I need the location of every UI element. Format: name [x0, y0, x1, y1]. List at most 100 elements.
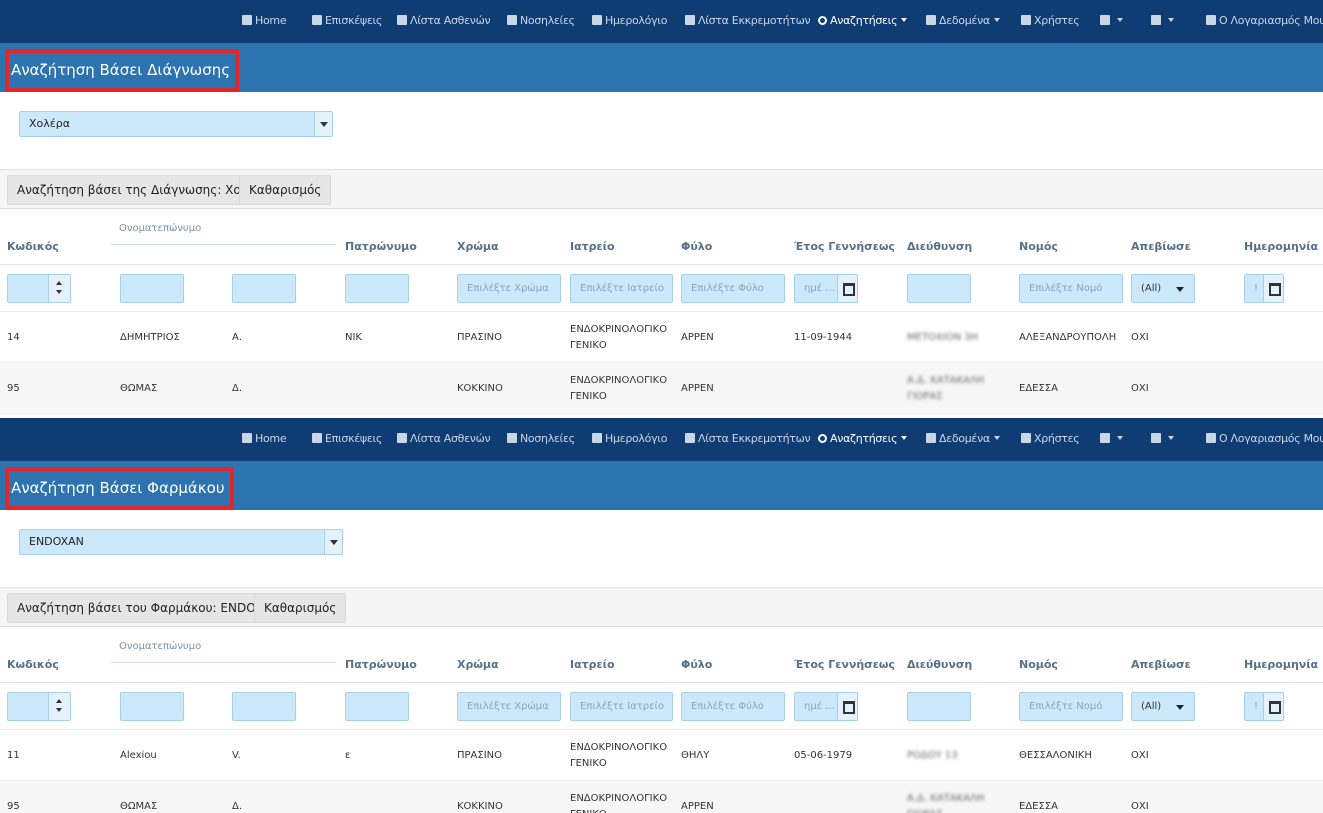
date-filter-input[interactable]: !	[1244, 692, 1284, 721]
nav-item-Ημερολόγιο[interactable]: Ημερολόγιο	[592, 0, 667, 43]
last-name-filter-input[interactable]	[232, 692, 296, 721]
nav-item-add-user-icon[interactable]	[1151, 418, 1174, 461]
search-button[interactable]: Αναζήτηση βάσει της Διάγνωσης: Χολέρα	[7, 175, 280, 205]
column-header[interactable]: Νομός	[1019, 240, 1058, 253]
column-header[interactable]: Απεβίωσε	[1131, 240, 1191, 253]
user-icon	[1021, 433, 1031, 443]
calendar-icon[interactable]	[1263, 275, 1283, 302]
code-filter-input[interactable]	[7, 274, 71, 303]
birth-year-filter-input[interactable]: ημέ ...	[794, 274, 858, 303]
column-header[interactable]: Πατρώνυμο	[345, 658, 417, 671]
column-header[interactable]: Χρώμα	[457, 240, 499, 253]
nav-label: Λίστα Ασθενών	[410, 432, 491, 445]
first-name-filter-input[interactable]	[120, 274, 184, 303]
date-filter-input[interactable]: !	[1244, 274, 1284, 303]
column-header[interactable]: Απεβίωσε	[1131, 658, 1191, 671]
last-name-filter-input[interactable]	[232, 274, 296, 303]
nav-item-Δεδομένα[interactable]: Δεδομένα	[926, 0, 1000, 43]
table-row[interactable]: 95 ΘΩΜΑΣ Δ. ΚΟΚΚΙΝΟ ΕΝΔΟΚΡΙΝΟΛΟΓΙΚΟ ΓΕΝΙΚΟ ΑΡ…	[0, 781, 1323, 813]
grid-header: Ονοματεπώνυμο Κωδικός Πατρώνυμο Χρώμα Ιατρεί…	[0, 209, 1323, 265]
column-header[interactable]: Πατρώνυμο	[345, 240, 417, 253]
column-header[interactable]: Έτος Γεννήσεως	[794, 658, 895, 671]
nav-item-Λίστα Ασθενών[interactable]: Λίστα Ασθενών	[397, 418, 491, 461]
sex-filter-select[interactable]: Επιλέξτε Φύλο	[681, 692, 785, 721]
clear-button[interactable]: Καθαρισμός	[239, 175, 332, 205]
calendar-icon[interactable]	[837, 693, 857, 720]
nav-item-Νοσηλείες[interactable]: Νοσηλείες	[507, 418, 575, 461]
column-header[interactable]: Νομός	[1019, 658, 1058, 671]
nav-item-Δεδομένα[interactable]: Δεδομένα	[926, 418, 1000, 461]
cell-birth-year	[794, 363, 900, 414]
deceased-filter-select[interactable]: (All)	[1131, 692, 1195, 721]
diagnosis-select[interactable]: Χολέρα	[19, 111, 333, 137]
clear-button[interactable]: Καθαρισμός	[254, 593, 347, 623]
color-filter-select[interactable]: Επιλέξτε Χρώμα	[457, 274, 561, 303]
nav-item-Λίστα Εκκρεμοτήτων[interactable]: Λίστα Εκκρεμοτήτων	[685, 418, 811, 461]
cell-color: ΠΡΑΣΙΝΟ	[457, 331, 503, 343]
nav-item-Λίστα Εκκρεμοτήτων[interactable]: Λίστα Εκκρεμοτήτων	[685, 0, 811, 43]
spinner-arrows-icon[interactable]	[48, 693, 70, 720]
clinic-filter-select[interactable]: Επιλέξτε Ιατρείο	[570, 692, 673, 721]
nav-item-list-icon[interactable]	[1100, 0, 1123, 43]
nav-item-Επισκέψεις[interactable]: Επισκέψεις	[312, 418, 382, 461]
column-header[interactable]: Φύλο	[681, 240, 713, 253]
color-filter-select[interactable]: Επιλέξτε Χρώμα	[457, 692, 561, 721]
deceased-filter-select[interactable]: (All)	[1131, 274, 1195, 303]
column-header[interactable]: Έτος Γεννήσεως	[794, 240, 895, 253]
nav-label: Νοσηλείες	[520, 14, 575, 27]
first-name-filter-input[interactable]	[120, 692, 184, 721]
column-header[interactable]: Ημερομηνία ...	[1244, 240, 1323, 253]
cell-first-name: Alexiou	[120, 749, 157, 761]
nav-item-Νοσηλείες[interactable]: Νοσηλείες	[507, 0, 575, 43]
prefecture-filter-select[interactable]: Επιλέξτε Νομό	[1019, 274, 1123, 303]
nav-item-Χρήστες[interactable]: Χρήστες	[1021, 418, 1080, 461]
nav-item-Ο Λογαριασμός Μου[interactable]: Ο Λογαριασμός Μου	[1206, 0, 1323, 43]
birth-year-filter-input[interactable]: ημέ ...	[794, 692, 858, 721]
nav-item-add-user-icon[interactable]	[1151, 0, 1174, 43]
nav-item-Χρήστες[interactable]: Χρήστες	[1021, 0, 1080, 43]
cell-color: ΚΟΚΚΙΝΟ	[457, 800, 503, 812]
column-header[interactable]: Φύλο	[681, 658, 713, 671]
father-name-filter-input[interactable]	[345, 274, 409, 303]
nav-item-Λίστα Ασθενών[interactable]: Λίστα Ασθενών	[397, 0, 491, 43]
prefecture-filter-select[interactable]: Επιλέξτε Νομό	[1019, 692, 1123, 721]
cell-clinic: ΕΝΔΟΚΡΙΝΟΛΟΓΙΚΟ ΓΕΝΙΚΟ	[570, 741, 668, 769]
column-header[interactable]: Χρώμα	[457, 658, 499, 671]
nav-label: Δεδομένα	[939, 432, 990, 445]
nav-item-Ο Λογαριασμός Μου[interactable]: Ο Λογαριασμός Μου	[1206, 418, 1323, 461]
calendar-icon[interactable]	[1263, 693, 1283, 720]
nav-item-Επισκέψεις[interactable]: Επισκέψεις	[312, 0, 382, 43]
column-header[interactable]: Κωδικός	[7, 658, 59, 671]
column-header[interactable]: Κωδικός	[7, 240, 59, 253]
code-filter-input[interactable]	[7, 692, 71, 721]
nav-item-Home[interactable]: Home	[242, 418, 287, 461]
column-header[interactable]: Ιατρείο	[570, 240, 615, 253]
table-row[interactable]: 14 ΔΗΜΗΤΡΙΟΣ Α. ΝΙΚ ΠΡΑΣΙΝΟ ΕΝΔΟΚΡΙΝΟΛΟΓΙΚΟ Γ…	[0, 312, 1323, 363]
column-header[interactable]: Ημερομηνία ...	[1244, 658, 1323, 671]
table-row[interactable]: 95 ΘΩΜΑΣ Δ. ΚΟΚΚΙΝΟ ΕΝΔΟΚΡΙΝΟΛΟΓΙΚΟ ΓΕΝΙΚΟ ΑΡ…	[0, 363, 1323, 414]
address-filter-input[interactable]	[907, 692, 971, 721]
nav-item-Αναζητήσεις[interactable]: Αναζητήσεις	[818, 0, 908, 43]
nav-item-Ημερολόγιο[interactable]: Ημερολόγιο	[592, 418, 667, 461]
filter-area: ENDOXAN	[0, 510, 1323, 588]
column-header[interactable]: Διεύθυνση	[907, 240, 973, 253]
column-header[interactable]: Διεύθυνση	[907, 658, 973, 671]
column-header[interactable]: Ιατρείο	[570, 658, 615, 671]
chevron-down-icon[interactable]	[314, 112, 332, 136]
search-button[interactable]: Αναζήτηση βάσει του Φαρμάκου: ENDOXAN	[7, 593, 291, 623]
address-filter-input[interactable]	[907, 274, 971, 303]
drug-select[interactable]: ENDOXAN	[19, 529, 343, 555]
nav-label: Λίστα Ασθενών	[410, 14, 491, 27]
chevron-down-icon	[993, 436, 1000, 440]
chevron-down-icon[interactable]	[324, 530, 342, 554]
table-row[interactable]: 11 Alexiou V. ε ΠΡΑΣΙΝΟ ΕΝΔΟΚΡΙΝΟΛΟΓΙΚΟ ΓΕΝΙΚ…	[0, 730, 1323, 781]
nav-item-Αναζητήσεις[interactable]: Αναζητήσεις	[818, 418, 908, 461]
father-name-filter-input[interactable]	[345, 692, 409, 721]
nav-label: Χρήστες	[1034, 432, 1080, 445]
clinic-filter-select[interactable]: Επιλέξτε Ιατρείο	[570, 274, 673, 303]
nav-item-Home[interactable]: Home	[242, 0, 287, 43]
spinner-arrows-icon[interactable]	[48, 275, 70, 302]
nav-item-list-icon[interactable]	[1100, 418, 1123, 461]
calendar-icon[interactable]	[837, 275, 857, 302]
sex-filter-select[interactable]: Επιλέξτε Φύλο	[681, 274, 785, 303]
